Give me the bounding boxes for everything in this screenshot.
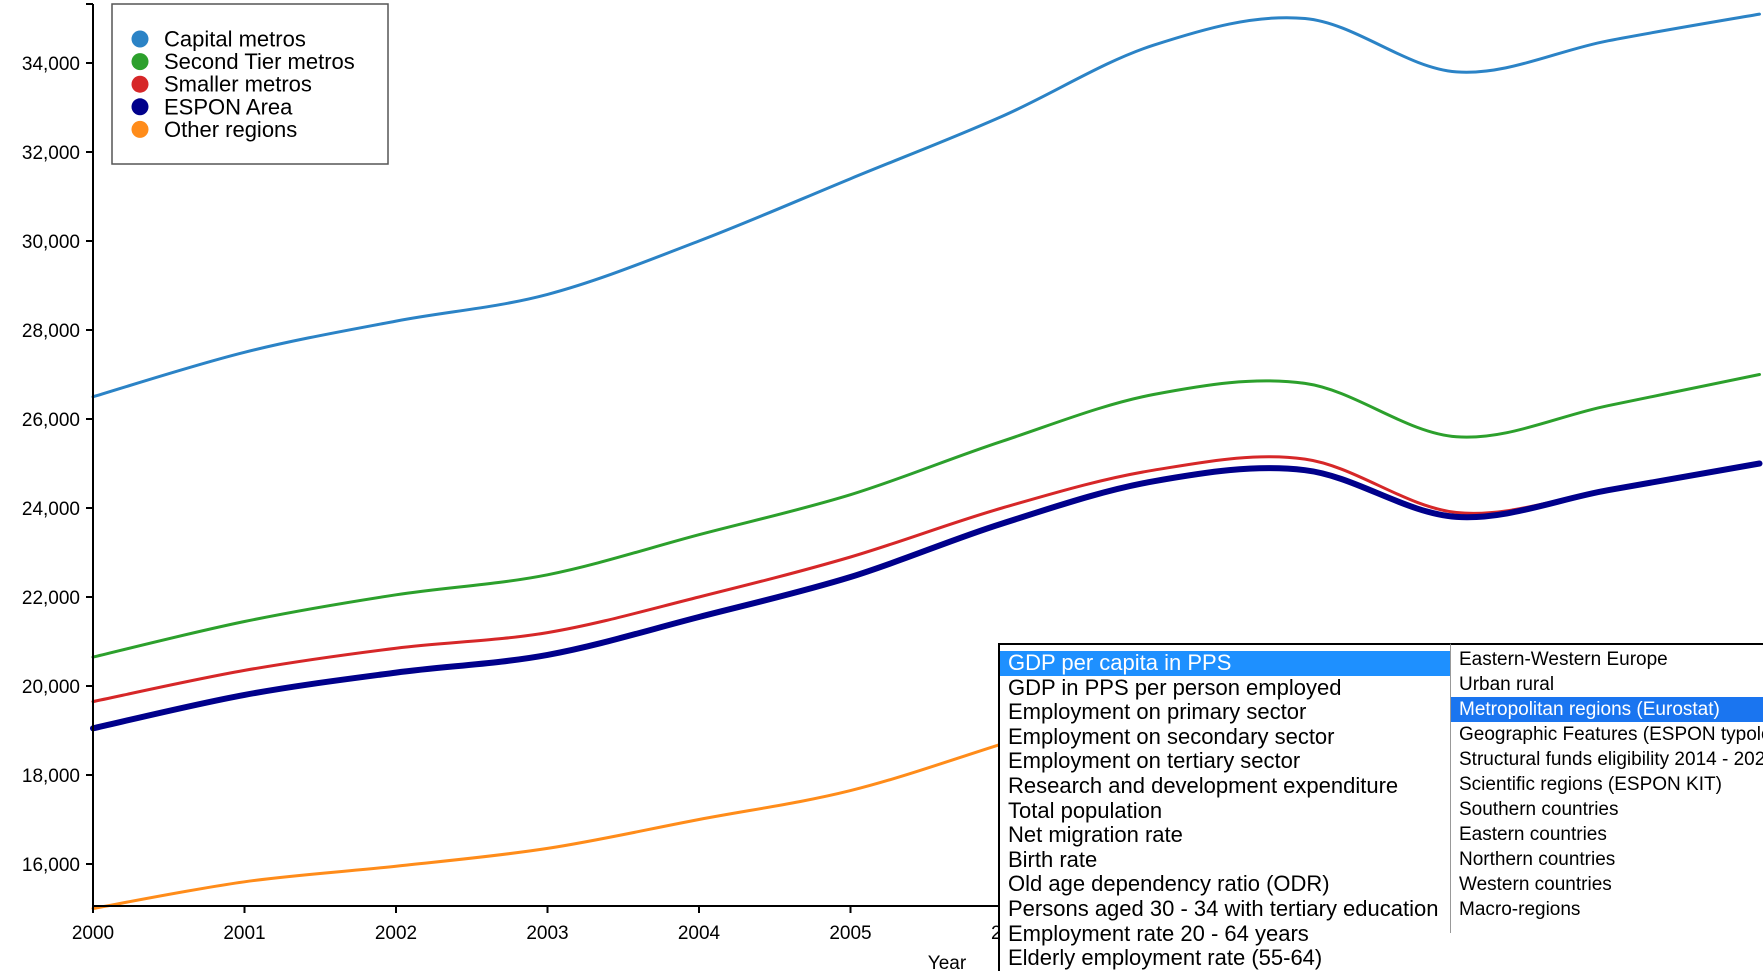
typology-option[interactable]: Structural funds eligibility 2014 - 2020 xyxy=(1459,749,1763,770)
typology-select-list[interactable]: Eastern-Western Europe Urban rural Metropo… xyxy=(1450,643,1763,933)
typology-option[interactable]: Western countries xyxy=(1459,874,1612,895)
legend-marker xyxy=(131,120,149,138)
y-tick-label: 34,000 xyxy=(22,54,80,75)
indicator-option[interactable]: GDP in PPS per person employed xyxy=(1008,674,1342,700)
series-line-second-tier-metros xyxy=(91,373,1761,659)
x-axis-ticks: 20002001200220032004200520 xyxy=(72,906,1012,944)
typology-option[interactable]: Geographic Features (ESPON typology) xyxy=(1459,724,1763,745)
legend-marker xyxy=(131,53,149,71)
x-tick-label: 2003 xyxy=(526,923,568,944)
y-tick-label: 26,000 xyxy=(22,410,80,431)
x-tick-label: 2001 xyxy=(223,923,265,944)
indicator-option[interactable]: Persons aged 30 - 34 with tertiary educa… xyxy=(1008,895,1439,921)
legend-marker xyxy=(131,98,149,116)
y-tick-label: 24,000 xyxy=(22,499,80,520)
legend-label: Smaller metros xyxy=(164,72,312,97)
indicator-option[interactable]: Research and development expenditure xyxy=(1008,772,1399,798)
y-tick-label: 18,000 xyxy=(22,766,80,787)
y-tick-label: 16,000 xyxy=(22,855,80,876)
legend-item-espon-area: ESPON Area xyxy=(131,94,293,119)
indicator-options: GDP per capita in PPS GDP in PPS per pers… xyxy=(1000,645,1454,971)
legend-box xyxy=(111,3,389,165)
legend-marker xyxy=(131,75,149,93)
legend-item-second-tier-metros: Second Tier metros xyxy=(131,49,355,74)
indicator-option[interactable]: Employment rate 20 - 64 years xyxy=(1008,920,1309,946)
y-tick-label: 22,000 xyxy=(22,588,80,609)
typology-option[interactable]: Southern countries xyxy=(1459,799,1619,820)
typology-options: Eastern-Western Europe Urban rural Metropo… xyxy=(1451,645,1763,922)
legend-item-other-regions: Other regions xyxy=(131,117,297,142)
typology-option[interactable]: Metropolitan regions (Eurostat) xyxy=(1451,697,1763,722)
indicator-option[interactable]: Elderly employment rate (55-64) xyxy=(1008,945,1323,971)
typology-option[interactable]: Urban rural xyxy=(1459,674,1555,695)
typology-option[interactable]: Eastern-Western Europe xyxy=(1459,649,1668,670)
y-axis-ticks: 16,000 18,000 20,000 22,000 24,000 26,000 28,0… xyxy=(22,54,93,876)
indicator-option[interactable]: Birth rate xyxy=(1008,846,1098,872)
x-tick-label: 2000 xyxy=(72,923,114,944)
legend-label: Second Tier metros xyxy=(164,49,355,74)
typology-option[interactable]: Macro-regions xyxy=(1459,899,1581,920)
indicator-option[interactable]: Total population xyxy=(1008,797,1163,823)
indicator-select-list[interactable]: GDP per capita in PPS GDP in PPS per pers… xyxy=(998,643,1454,971)
indicator-option[interactable]: Employment on secondary sector xyxy=(1008,723,1335,749)
typology-option[interactable]: Scientific regions (ESPON KIT) xyxy=(1459,774,1722,795)
legend-item-capital-metros: Capital metros xyxy=(131,27,306,52)
axes: 16,000 18,000 20,000 22,000 24,000 26,000 28,0… xyxy=(22,3,1763,971)
legend-label: Capital metros xyxy=(164,27,306,52)
x-tick-label: 2004 xyxy=(678,923,721,944)
y-tick-label: 28,000 xyxy=(22,321,80,342)
legend-label: ESPON Area xyxy=(164,94,293,119)
y-tick-label: 20,000 xyxy=(22,677,80,698)
legend-label: Other regions xyxy=(164,117,297,142)
y-tick-label: 32,000 xyxy=(22,143,80,164)
legend-marker xyxy=(131,30,149,48)
typology-option[interactable]: Northern countries xyxy=(1459,849,1616,870)
series-line-espon-area xyxy=(90,460,1763,732)
indicator-option[interactable]: GDP per capita in PPS xyxy=(1000,650,1454,676)
x-axis-title: Year xyxy=(928,953,967,971)
x-tick-label: 2002 xyxy=(375,923,417,944)
x-tick-label: 2005 xyxy=(829,923,871,944)
legend-item-smaller-metros: Smaller metros xyxy=(131,72,312,97)
indicator-option[interactable]: Employment on tertiary sector xyxy=(1008,748,1301,774)
y-tick-label: 30,000 xyxy=(22,232,80,253)
typology-option[interactable]: Eastern countries xyxy=(1459,824,1607,845)
indicator-option[interactable]: Employment on primary sector xyxy=(1008,699,1307,725)
series-line-smaller-metros xyxy=(91,455,1761,704)
series-line-capital-metros xyxy=(91,12,1761,399)
indicator-option[interactable]: Net migration rate xyxy=(1008,822,1183,848)
indicator-option[interactable]: Old age dependency ratio (ODR) xyxy=(1008,871,1330,897)
